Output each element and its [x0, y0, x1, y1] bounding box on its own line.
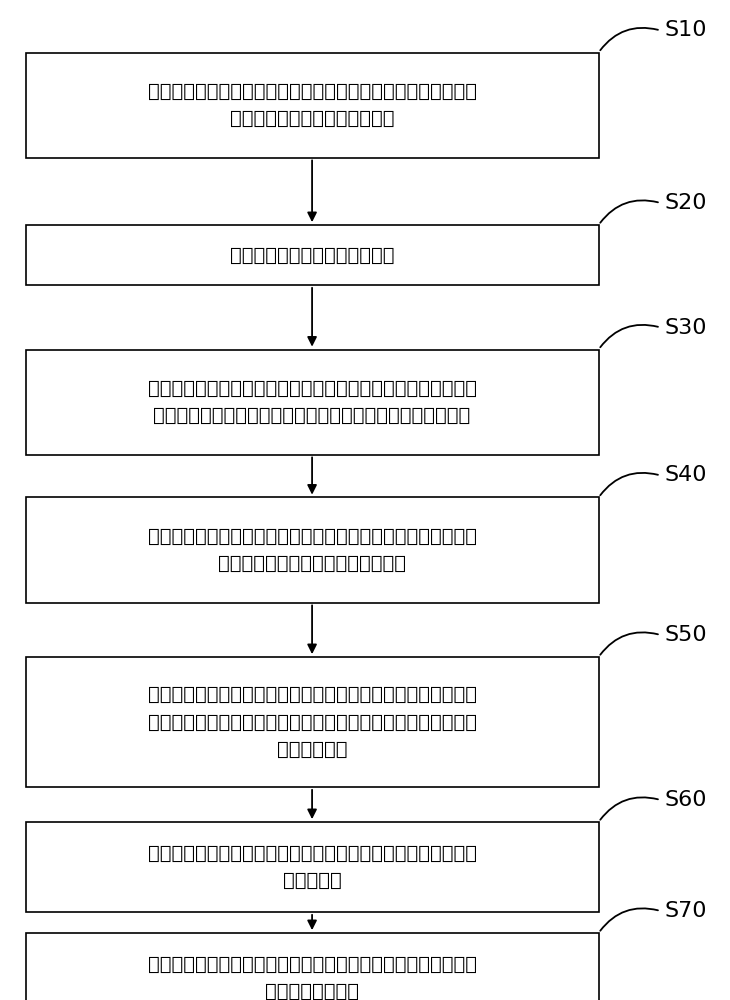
Text: S40: S40 [664, 465, 707, 485]
Bar [26, 52, 599, 157]
Bar [26, 497, 599, 602]
Text: 根据所述模拟区域的电场和磁场，确定出所述模拟区域内地表处
的视电阻率及相位: 根据所述模拟区域的电场和磁场，确定出所述模拟区域内地表处 的视电阻率及相位 [147, 955, 477, 1000]
Bar [26, 933, 599, 1000]
Text: S10: S10 [664, 20, 707, 40]
Bar [26, 225, 599, 285]
Text: S30: S30 [664, 318, 707, 338]
Bar [26, 350, 599, 454]
Text: 根据模拟区域内的一次场和二次场电场，确定出所述模拟区域的
电场和磁场: 根据模拟区域内的一次场和二次场电场，确定出所述模拟区域的 电场和磁场 [147, 844, 477, 890]
Text: S20: S20 [664, 193, 707, 213]
Text: S70: S70 [664, 901, 707, 921]
Text: S60: S60 [664, 790, 707, 810]
Bar [26, 657, 599, 787]
Text: 将所述模拟区域剖分为多个单元: 将所述模拟区域剖分为多个单元 [230, 245, 394, 264]
Bar [26, 822, 599, 912]
Text: 获取每个单元的电导率张量和磁导率张量，其中，所述异常体区
域内的电导率和磁导率不同于所述周边区域的电导率和磁导率: 获取每个单元的电导率张量和磁导率张量，其中，所述异常体区 域内的电导率和磁导率不… [147, 379, 477, 425]
Text: 确定出模拟区域内的一次场电场，其中，所述一次场电场表示排
除所述异常体时所述模拟区域的电场: 确定出模拟区域内的一次场电场，其中，所述一次场电场表示排 除所述异常体时所述模拟… [147, 527, 477, 573]
Text: 根据模拟区域内的一次场电场、电导率张量和磁导率张量，确定
出模拟区域内的二次场电场，其中，所述二次场电场为所述异常
体产生的电场: 根据模拟区域内的一次场电场、电导率张量和磁导率张量，确定 出模拟区域内的二次场电… [147, 685, 477, 759]
Text: S50: S50 [664, 625, 707, 645]
Text: 确定模拟区域，所述模拟区域包括表征异常体的异常体区域及与
所述异常体区域互补的周边区域: 确定模拟区域，所述模拟区域包括表征异常体的异常体区域及与 所述异常体区域互补的周… [147, 82, 477, 128]
